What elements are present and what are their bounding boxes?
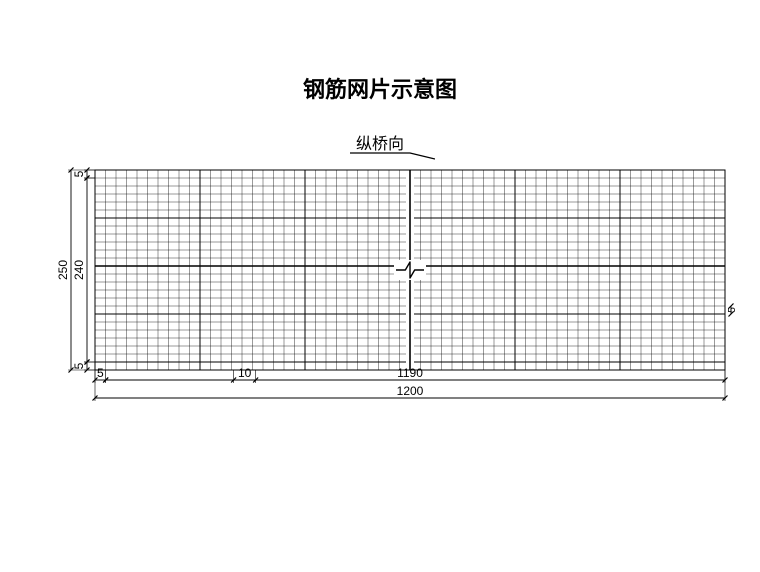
mesh-diagram: 5 240 5 250 5 5 10 1190 1200 [40, 160, 740, 440]
diagram-subtitle: 纵桥向 [0, 130, 760, 154]
dim-label: 5 [72, 362, 86, 369]
dim-label: 240 [72, 260, 86, 280]
dim-label: 10 [238, 366, 252, 380]
dim-label: 5 [97, 366, 104, 380]
dim-label: 5 [72, 170, 86, 177]
dim-label: 250 [56, 260, 70, 280]
subtitle-underline-icon [350, 152, 435, 160]
diagram-title: 钢筋网片示意图 [0, 72, 760, 104]
dim-label: 5 [727, 307, 738, 313]
dim-label: 1190 [397, 366, 423, 380]
page-root: 钢筋网片示意图 纵桥向 5 240 5 250 5 5 10 1190 1200 [0, 0, 760, 572]
dim-label: 1200 [397, 384, 424, 398]
